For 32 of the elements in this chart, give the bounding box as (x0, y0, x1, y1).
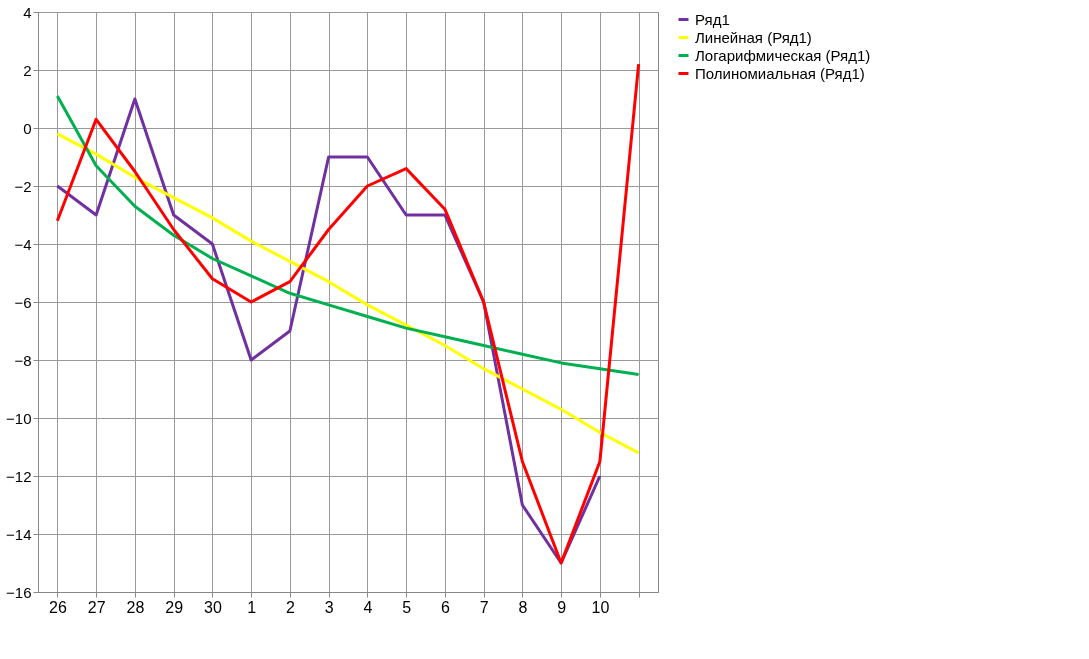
x-tick-label: 29 (165, 598, 184, 616)
y-tick-label: −2 (14, 177, 32, 195)
legend-label: Полиномиальная (Ряд1) (695, 64, 865, 82)
x-tick-label: 3 (324, 598, 334, 616)
y-tick-label: −10 (6, 409, 32, 427)
y-tick-label: −14 (6, 525, 32, 543)
y-tick-label: 0 (23, 119, 32, 137)
legend-label: Ряд1 (695, 10, 730, 28)
y-tick-label: 2 (23, 61, 32, 79)
x-tick-label: 27 (87, 598, 106, 616)
legend-label: Линейная (Ряд1) (695, 28, 812, 46)
x-tick-label: 9 (557, 598, 567, 616)
y-tick-label: −6 (14, 293, 32, 311)
line-series (55, 94, 641, 376)
y-tick-label: −16 (6, 583, 32, 601)
line-series (55, 132, 641, 455)
x-tick-label: 28 (126, 598, 145, 616)
x-tick-label: 10 (591, 598, 610, 616)
x-tick-label: 6 (440, 598, 450, 616)
x-tick-label: 2 (285, 598, 295, 616)
x-tick-label: 1 (247, 598, 257, 616)
y-tick-label: −4 (14, 235, 32, 253)
x-tick-label: 8 (518, 598, 528, 616)
x-tick-label: 7 (479, 598, 489, 616)
x-tick-label: 30 (203, 598, 222, 616)
x-tick-label: 5 (402, 598, 412, 616)
y-tick-label: 4 (23, 3, 32, 21)
x-tick-label: 4 (363, 598, 373, 616)
y-tick-label: −12 (6, 467, 32, 485)
y-tick-label: −8 (14, 351, 32, 369)
x-tick-label: 26 (48, 598, 67, 616)
legend-label: Логарифмическая (Ряд1) (695, 46, 871, 64)
